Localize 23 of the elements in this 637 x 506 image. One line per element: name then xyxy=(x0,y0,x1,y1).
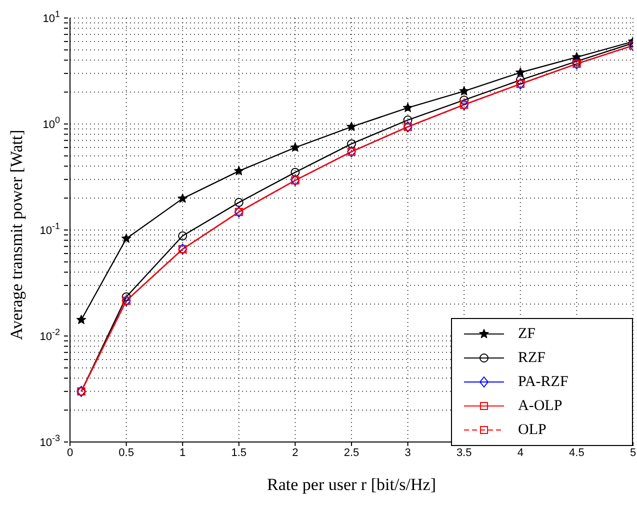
x-axis-title: Rate per user r [bit/s/Hz] xyxy=(267,475,436,494)
y-axis-title: Average transmit power [Watt] xyxy=(7,130,26,340)
y-tick-label: 10$^{1}$ xyxy=(42,9,60,25)
x-tick-label: 0 xyxy=(66,446,74,459)
y-tick-label: 10$^{0}$ xyxy=(42,115,60,131)
legend-label: RZF xyxy=(518,350,546,366)
legend-label: ZF xyxy=(518,326,536,342)
x-tick-label: 2.5 xyxy=(344,446,360,459)
y-tick-label: 10$^{-3}$ xyxy=(40,433,60,449)
x-tick-label: 2 xyxy=(292,446,298,459)
legend-label: A-OLP xyxy=(518,398,562,414)
x-tick-label: 1 xyxy=(180,446,186,459)
x-tick-label: 0.5 xyxy=(118,446,134,459)
x-tick-label: 4.5 xyxy=(569,446,584,459)
x-tick-label: 5 xyxy=(630,446,636,459)
x-tick-label: 3 xyxy=(404,446,411,459)
y-tick-label: 10$^{-2}$ xyxy=(40,327,60,343)
x-tick-label: 1.5 xyxy=(231,446,247,459)
legend-label: OLP xyxy=(518,422,546,438)
x-tick-label: 3.5 xyxy=(456,446,472,459)
y-tick-label: 10$^{-1}$ xyxy=(40,221,60,237)
x-tick-label: 4 xyxy=(517,446,524,459)
legend-label: PA-RZF xyxy=(518,374,568,390)
